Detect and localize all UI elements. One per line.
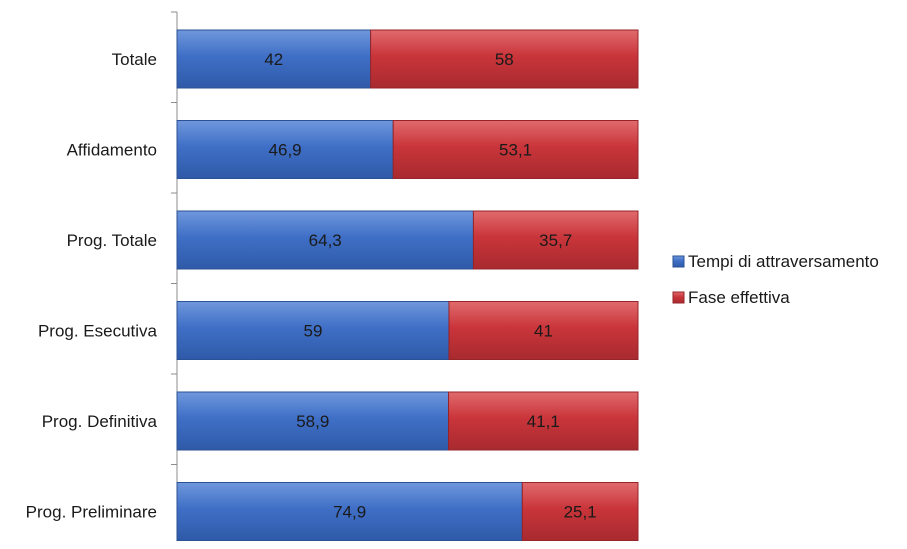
legend-swatch <box>672 291 685 304</box>
category-label: Affidamento <box>67 141 157 160</box>
category-label: Prog. Esecutiva <box>38 322 158 341</box>
data-label: 35,7 <box>539 231 572 250</box>
data-label: 74,9 <box>333 503 366 522</box>
bar-segment <box>370 29 639 89</box>
data-label: 46,9 <box>269 141 302 160</box>
bar-segment <box>176 29 372 89</box>
value-labels: 42 58 46,9 53,1 64,3 35,7 59 41 58,9 41,1 74,9 25,1 <box>264 50 596 522</box>
data-label: 42 <box>264 50 283 69</box>
category-labels: Totale Affidamento Prog. Totale Prog. Esecu… <box>26 50 158 522</box>
bar-segment <box>176 482 523 541</box>
bar-segment <box>176 120 394 179</box>
data-label: 41 <box>534 322 553 341</box>
data-label: 53,1 <box>499 141 532 160</box>
category-label: Totale <box>112 50 157 69</box>
legend: Tempi di attraversamento Fase effettiva <box>672 252 879 307</box>
y-axis-ticks <box>171 11 177 465</box>
data-label: 58 <box>495 50 514 69</box>
bar-segment <box>521 482 639 541</box>
legend-swatch <box>672 255 685 268</box>
data-label: 59 <box>304 322 323 341</box>
category-label: Prog. Preliminare <box>26 503 157 522</box>
data-label: 41,1 <box>527 412 560 431</box>
category-label: Prog. Definitiva <box>42 412 158 431</box>
data-label: 25,1 <box>564 503 597 522</box>
legend-label: Fase effettiva <box>688 288 790 307</box>
category-label: Prog. Totale <box>67 231 157 250</box>
bar-segment <box>176 210 474 270</box>
bar-segment <box>392 120 639 179</box>
data-label: 58,9 <box>296 412 329 431</box>
bar-segment <box>176 391 450 451</box>
bar-segment <box>472 210 639 270</box>
data-label: 64,3 <box>309 231 342 250</box>
bar-segment <box>448 301 639 360</box>
bar-segment <box>448 391 639 451</box>
legend-label: Tempi di attraversamento <box>688 252 879 271</box>
bars-group <box>176 29 639 541</box>
